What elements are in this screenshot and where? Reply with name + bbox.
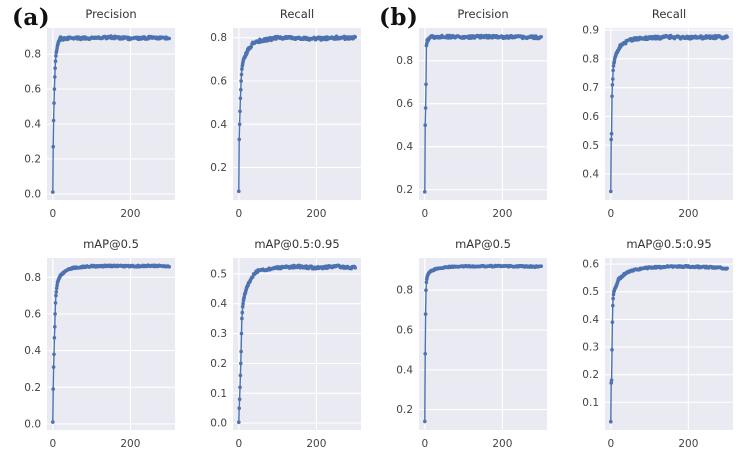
chart-title: Precision — [85, 7, 136, 21]
chart-a-map50: mAP@0.5 0.0 0.2 0.4 0.6 0.8 0 200 — [0, 230, 186, 460]
x-tick-label: 200 — [120, 438, 140, 450]
y-tick-label: 0.6 — [396, 98, 413, 110]
y-tick-label: 0.2 — [582, 369, 599, 381]
chart-b-map50-95: mAP@0.5:0.95 0.1 0.2 0.3 0.4 0.5 0.6 0 200 — [558, 230, 744, 460]
chart-canvas: Precision 0.0 0.2 0.4 0.6 0.8 0 200 — [24, 7, 175, 220]
x-tick-label: 200 — [120, 208, 140, 220]
x-tick-label: 200 — [306, 208, 326, 220]
chart-title: Recall — [280, 7, 314, 21]
y-tick-label: 0.6 — [582, 259, 599, 271]
chart-canvas: Recall 0.4 0.5 0.6 0.7 0.8 0.9 0 200 — [582, 7, 733, 220]
x-tick-label: 0 — [607, 208, 614, 220]
chart-canvas: mAP@0.5 0.0 0.2 0.4 0.6 0.8 0 200 — [24, 237, 175, 450]
y-tick-label: 0.4 — [396, 364, 413, 376]
x-tick-label: 200 — [492, 208, 512, 220]
data-series — [51, 34, 171, 194]
y-tick-label: 0.2 — [396, 404, 413, 416]
chart-title: Precision — [457, 7, 508, 21]
y-tick-label: 0.4 — [210, 298, 227, 310]
y-tick-label: 0.8 — [396, 285, 413, 297]
chart-canvas: Precision 0.2 0.4 0.6 0.8 0 200 — [396, 7, 547, 220]
y-tick-label: 0.6 — [396, 324, 413, 336]
y-tick-label: 0.0 — [24, 418, 41, 430]
chart-title: Recall — [652, 7, 686, 21]
chart-b-map50: mAP@0.5 0.2 0.4 0.6 0.8 0 200 — [372, 230, 558, 460]
y-tick-label: 0.1 — [582, 397, 599, 409]
chart-title: mAP@0.5 — [83, 237, 139, 251]
x-tick-label: 0 — [49, 438, 56, 450]
chart-canvas: mAP@0.5:0.95 0.1 0.2 0.3 0.4 0.5 0.6 0 200 — [582, 237, 733, 450]
x-tick-label: 0 — [235, 438, 242, 450]
y-tick-label: 0.4 — [582, 169, 599, 181]
chart-title: mAP@0.5:0.95 — [254, 237, 339, 251]
x-tick-label: 200 — [678, 208, 698, 220]
y-tick-label: 0.8 — [396, 55, 413, 67]
y-tick-label: 0.0 — [24, 188, 41, 200]
data-series — [609, 33, 729, 194]
data-series — [237, 34, 357, 194]
chart-title: mAP@0.5:0.95 — [626, 237, 711, 251]
chart-canvas: mAP@0.5:0.95 0.0 0.1 0.2 0.3 0.4 0.5 0 200 — [210, 237, 361, 450]
chart-b-recall: Recall 0.4 0.5 0.6 0.7 0.8 0.9 0 200 — [558, 0, 744, 230]
y-tick-label: 0.6 — [582, 111, 599, 123]
y-tick-label: 0.5 — [582, 140, 599, 152]
panel-label-a: (a) — [12, 4, 51, 31]
panel-label-b: (b) — [379, 4, 419, 31]
y-tick-label: 0.2 — [24, 153, 41, 165]
y-tick-label: 0.2 — [396, 184, 413, 196]
x-tick-label: 0 — [235, 208, 242, 220]
data-series — [423, 263, 543, 424]
data-series — [237, 263, 357, 424]
y-tick-label: 0.4 — [210, 119, 227, 131]
y-tick-label: 0.8 — [210, 32, 227, 44]
y-tick-label: 0.7 — [582, 82, 599, 94]
y-tick-label: 0.6 — [24, 308, 41, 320]
chart-canvas: mAP@0.5 0.2 0.4 0.6 0.8 0 200 — [396, 237, 547, 450]
y-tick-label: 0.3 — [210, 328, 227, 340]
data-series — [51, 263, 171, 424]
y-tick-label: 0.5 — [210, 268, 227, 280]
x-tick-label: 200 — [306, 438, 326, 450]
y-tick-label: 0.2 — [24, 382, 41, 394]
y-tick-label: 0.0 — [210, 418, 227, 430]
data-series — [609, 264, 729, 424]
y-tick-label: 0.8 — [24, 272, 41, 284]
y-tick-label: 0.2 — [210, 162, 227, 174]
x-tick-label: 0 — [421, 208, 428, 220]
x-tick-label: 0 — [421, 438, 428, 450]
y-tick-label: 0.6 — [210, 76, 227, 88]
y-tick-label: 0.4 — [396, 141, 413, 153]
y-tick-label: 0.6 — [24, 84, 41, 96]
y-tick-label: 0.4 — [24, 119, 41, 131]
x-tick-label: 200 — [492, 438, 512, 450]
chart-a-map50-95: mAP@0.5:0.95 0.0 0.1 0.2 0.3 0.4 0.5 0 200 — [186, 230, 372, 460]
chart-b-precision: Precision 0.2 0.4 0.6 0.8 0 200 — [372, 0, 558, 230]
chart-canvas: Recall 0.2 0.4 0.6 0.8 0 200 — [210, 7, 361, 220]
y-tick-label: 0.8 — [582, 53, 599, 65]
chart-a-precision: Precision 0.0 0.2 0.4 0.6 0.8 0 200 — [0, 0, 186, 230]
y-tick-label: 0.3 — [582, 342, 599, 354]
y-tick-label: 0.2 — [210, 358, 227, 370]
x-tick-label: 0 — [49, 208, 56, 220]
y-tick-label: 0.8 — [24, 49, 41, 61]
data-series — [423, 33, 543, 194]
x-tick-label: 200 — [678, 438, 698, 450]
y-tick-label: 0.1 — [210, 388, 227, 400]
y-tick-label: 0.5 — [582, 286, 599, 298]
y-tick-label: 0.9 — [582, 25, 599, 37]
chart-a-recall: Recall 0.2 0.4 0.6 0.8 0 200 — [186, 0, 372, 230]
y-tick-label: 0.4 — [24, 345, 41, 357]
y-tick-label: 0.4 — [582, 314, 599, 326]
x-tick-label: 0 — [607, 438, 614, 450]
chart-title: mAP@0.5 — [455, 237, 511, 251]
